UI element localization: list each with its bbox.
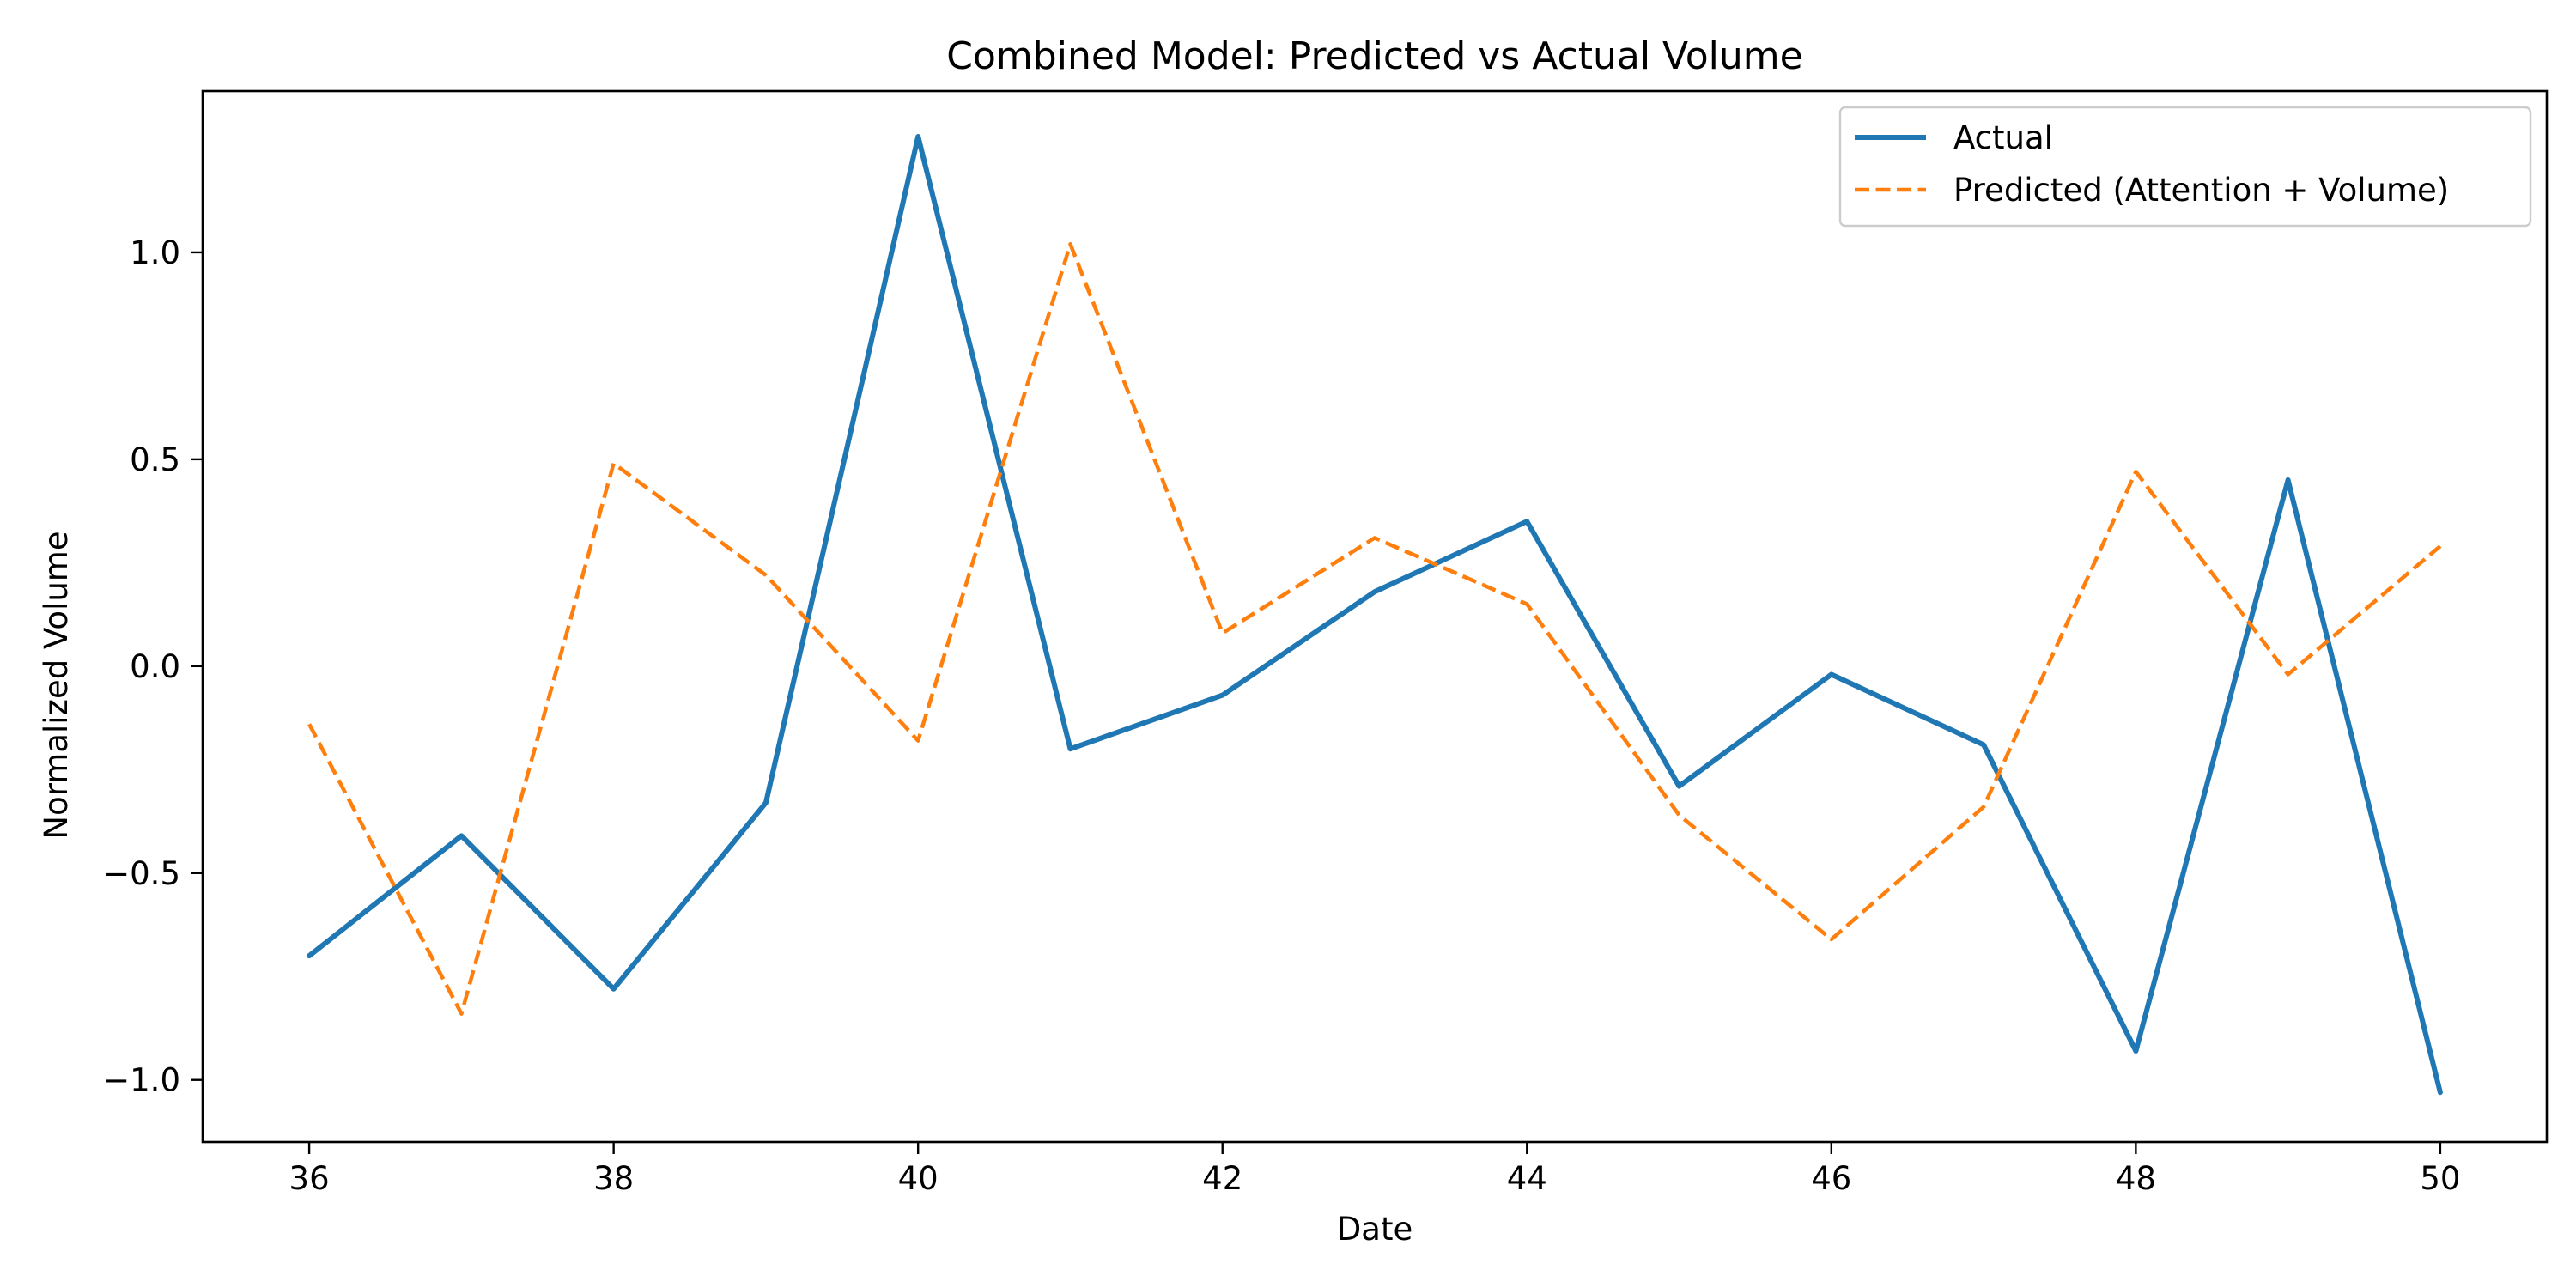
x-tick-label: 50	[2420, 1160, 2460, 1197]
y-tick-label: 0.5	[130, 441, 180, 478]
legend-label-predicted: Predicted (Attention + Volume)	[1953, 172, 2449, 209]
y-tick-label: 0.0	[130, 648, 180, 685]
y-tick-label: 1.0	[130, 234, 180, 271]
x-tick-label: 40	[898, 1160, 939, 1197]
x-tick-label: 42	[1202, 1160, 1242, 1197]
plot-area: 36 38 40 42 44 46 48 50 −1.0 −0.5 0.0 0.5 1.0	[103, 89, 2549, 1197]
y-tick-label: −1.0	[103, 1062, 180, 1099]
x-tick-label: 38	[593, 1160, 634, 1197]
axes-frame	[201, 89, 2549, 1144]
y-tick-label: −0.5	[103, 855, 180, 892]
x-tick-label: 36	[289, 1160, 330, 1197]
x-tick-label: 44	[1507, 1160, 1547, 1197]
chart-title: Combined Model: Predicted vs Actual Volu…	[946, 34, 1802, 78]
x-axis-label: Date	[1337, 1211, 1413, 1248]
x-tick-label: 48	[2116, 1160, 2156, 1197]
legend: Actual Predicted (Attention + Volume)	[1838, 106, 2532, 228]
series-line-predicted	[307, 242, 2442, 1016]
series-line-actual	[307, 134, 2443, 1096]
legend-box	[1838, 106, 2532, 228]
legend-label-actual: Actual	[1953, 119, 2053, 156]
x-tick-label: 46	[1811, 1160, 1851, 1197]
y-axis-label: Normalized Volume	[38, 531, 75, 839]
